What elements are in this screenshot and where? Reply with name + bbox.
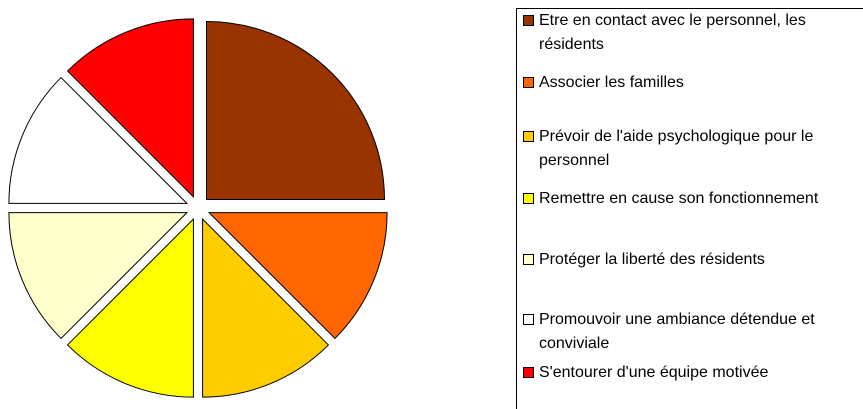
pie-slice	[66, 18, 194, 199]
legend-swatch	[523, 193, 534, 204]
pie-slice	[8, 212, 189, 340]
legend-swatch	[523, 15, 534, 26]
pie-slice	[205, 21, 385, 201]
legend-swatch	[523, 367, 534, 378]
legend-label: S'entourer d'une équipe motivée	[539, 364, 769, 381]
legend-label: Promouvoir une ambiance détendue et conv…	[539, 311, 815, 352]
legend-swatch	[523, 77, 534, 88]
legend-entry: Promouvoir une ambiance détendue et conv…	[523, 308, 845, 356]
legend-entry: Remettre en cause son fonctionnement	[523, 187, 845, 211]
pie-slice	[66, 217, 194, 398]
legend-swatch	[523, 131, 534, 142]
pie-slice	[207, 212, 388, 340]
legend-entry: Protéger la liberté des résidents	[523, 248, 845, 272]
pie-slice	[8, 76, 189, 204]
legend-label: Remettre en cause son fonctionnement	[539, 190, 819, 207]
legend-entry: Prévoir de l'aide psychologique pour le …	[523, 125, 845, 173]
legend-entry: Associer les familles	[523, 71, 845, 95]
legend-swatch	[523, 314, 534, 325]
legend-label: Etre en contact avec le personnel, les r…	[539, 12, 806, 53]
legend-entry: S'entourer d'une équipe motivée	[523, 361, 845, 385]
legend-label: Protéger la liberté des résidents	[539, 251, 765, 268]
legend-label: Associer les familles	[539, 74, 684, 91]
legend-label: Prévoir de l'aide psychologique pour le …	[539, 128, 814, 169]
legend: Etre en contact avec le personnel, les r…	[516, 8, 863, 409]
pie-area	[8, 18, 388, 398]
legend-entry: Etre en contact avec le personnel, les r…	[523, 9, 845, 57]
legend-swatch	[523, 254, 534, 265]
pie-slice	[202, 217, 330, 398]
